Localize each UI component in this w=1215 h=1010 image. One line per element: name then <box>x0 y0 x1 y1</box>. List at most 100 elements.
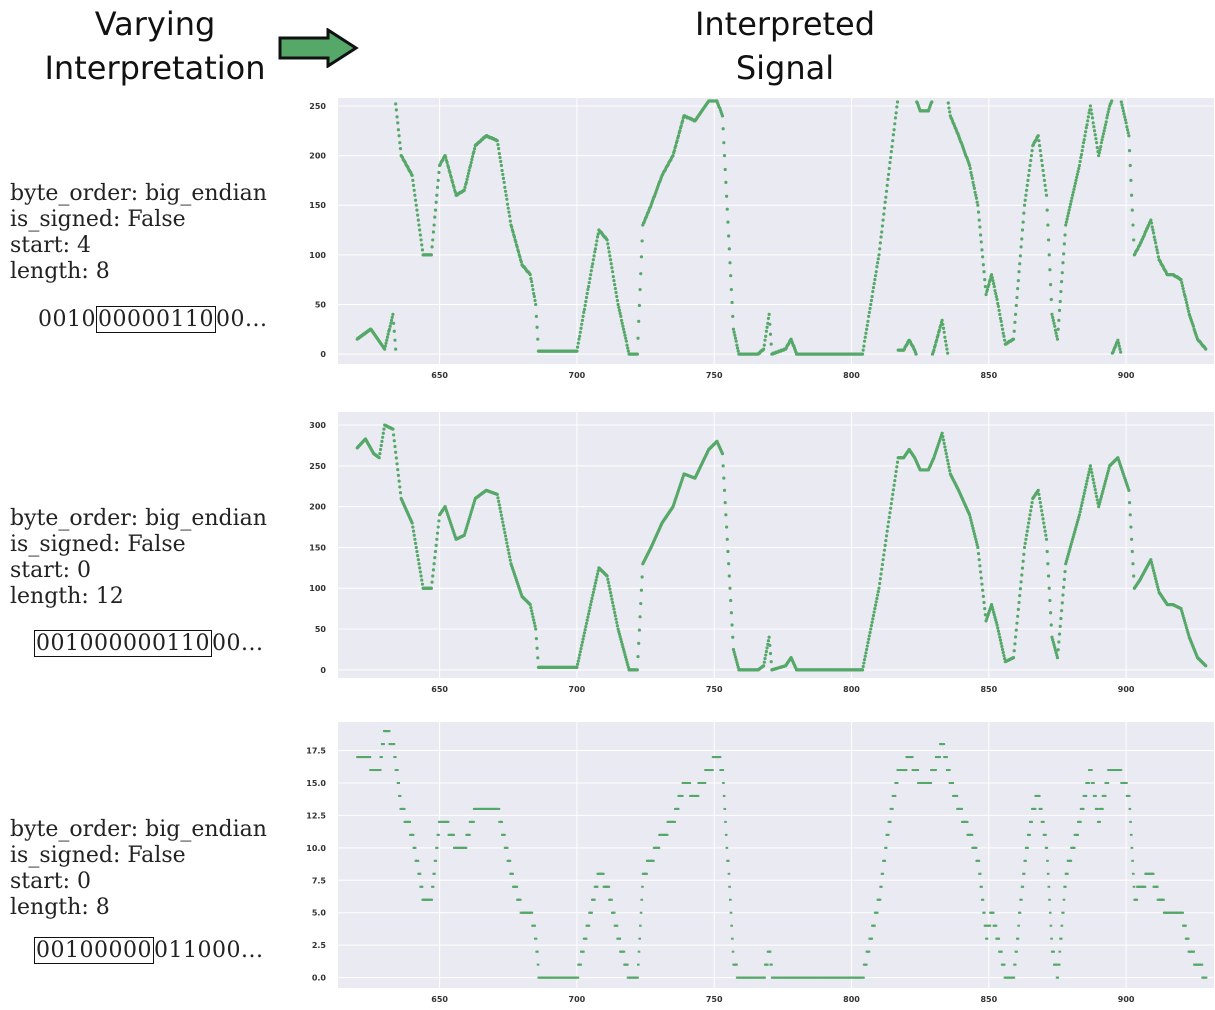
data-point <box>1090 769 1093 772</box>
data-point <box>990 605 994 609</box>
data-point <box>1041 517 1045 521</box>
header-right-line2: Signal <box>735 49 835 87</box>
data-point <box>445 160 449 165</box>
data-point <box>991 279 995 283</box>
data-point <box>621 645 625 649</box>
data-point <box>508 558 512 562</box>
data-point <box>1042 521 1046 525</box>
data-point <box>1105 116 1109 120</box>
data-point <box>1016 286 1020 291</box>
data-point <box>769 342 773 346</box>
data-point <box>995 297 999 302</box>
data-point <box>1084 794 1088 797</box>
data-point <box>971 180 975 184</box>
data-point <box>992 613 996 617</box>
x-tick-label: 650 <box>431 995 448 1004</box>
data-point <box>980 885 983 888</box>
data-point <box>1024 537 1028 541</box>
data-point <box>1002 963 1006 966</box>
data-point <box>472 149 476 154</box>
data-point <box>508 859 512 862</box>
data-point <box>1067 549 1071 554</box>
data-point <box>733 652 737 657</box>
data-point <box>1047 253 1051 257</box>
bits-prefix: 0010 <box>38 307 96 332</box>
data-point <box>1014 628 1018 632</box>
bits-suffix: 011000... <box>153 938 264 963</box>
data-point <box>983 911 986 914</box>
data-point <box>512 235 517 239</box>
data-point <box>1080 500 1084 505</box>
data-point <box>680 794 684 797</box>
data-point <box>497 147 501 151</box>
data-point <box>621 327 626 331</box>
data-point <box>1083 134 1087 138</box>
data-point <box>431 568 436 572</box>
data-point <box>1072 532 1076 536</box>
data-point <box>970 524 974 528</box>
data-point <box>528 602 532 607</box>
data-point <box>396 473 401 477</box>
is-signed-label: is_signed: False <box>10 843 186 868</box>
data-point <box>936 333 940 337</box>
data-point <box>587 609 591 613</box>
header-left-line2: Interpretation <box>44 49 266 87</box>
data-point <box>1046 574 1051 578</box>
data-point <box>1093 488 1097 492</box>
data-point <box>894 469 898 474</box>
data-point <box>608 590 613 595</box>
data-point <box>1107 107 1111 111</box>
data-point <box>873 603 878 607</box>
data-point <box>379 443 383 448</box>
data-point <box>862 344 866 348</box>
data-point <box>1086 476 1090 480</box>
data-point <box>766 963 769 966</box>
data-point <box>1087 111 1091 115</box>
data-point <box>1060 271 1064 275</box>
data-point <box>1000 323 1004 327</box>
data-point <box>886 524 890 529</box>
length-label: length: 8 <box>10 259 110 284</box>
data-point <box>1012 329 1016 333</box>
data-point <box>723 167 727 172</box>
data-point <box>620 321 624 325</box>
data-point <box>891 492 895 497</box>
data-point <box>1046 223 1050 227</box>
data-point <box>397 479 401 483</box>
data-point <box>971 526 975 531</box>
data-point <box>1061 261 1065 265</box>
y-tick-label: 150 <box>309 201 326 210</box>
data-point <box>435 193 439 197</box>
data-point <box>505 197 509 201</box>
data-point <box>444 155 448 160</box>
data-point <box>1044 193 1049 197</box>
panel-2-bitstring: 00100000011000... <box>34 630 263 657</box>
data-point <box>1129 820 1132 823</box>
data-point <box>1069 199 1073 203</box>
data-point <box>580 643 584 648</box>
data-point <box>1015 621 1019 625</box>
data-point <box>1091 477 1095 482</box>
data-point <box>1037 139 1041 143</box>
data-point <box>410 173 414 178</box>
chart-panel-2: 650 700 750 800 850 900 0 50 100 150 200 250 300 <box>309 412 1214 694</box>
data-point <box>1056 327 1060 331</box>
data-point <box>1045 846 1049 849</box>
data-point <box>587 924 591 927</box>
data-point <box>591 593 595 597</box>
data-point <box>941 435 945 439</box>
data-point <box>1100 492 1104 496</box>
data-point <box>1051 318 1055 322</box>
data-point <box>437 519 441 523</box>
data-point <box>1070 196 1074 200</box>
data-point <box>534 937 538 940</box>
data-point <box>1127 794 1131 797</box>
right-arrow-icon <box>278 28 359 68</box>
data-point <box>1079 507 1083 511</box>
data-point <box>729 911 733 914</box>
x-tick-label: 650 <box>431 685 448 694</box>
data-point <box>972 532 977 536</box>
data-point <box>503 833 506 836</box>
data-point <box>1082 138 1086 142</box>
data-point <box>1068 545 1073 549</box>
